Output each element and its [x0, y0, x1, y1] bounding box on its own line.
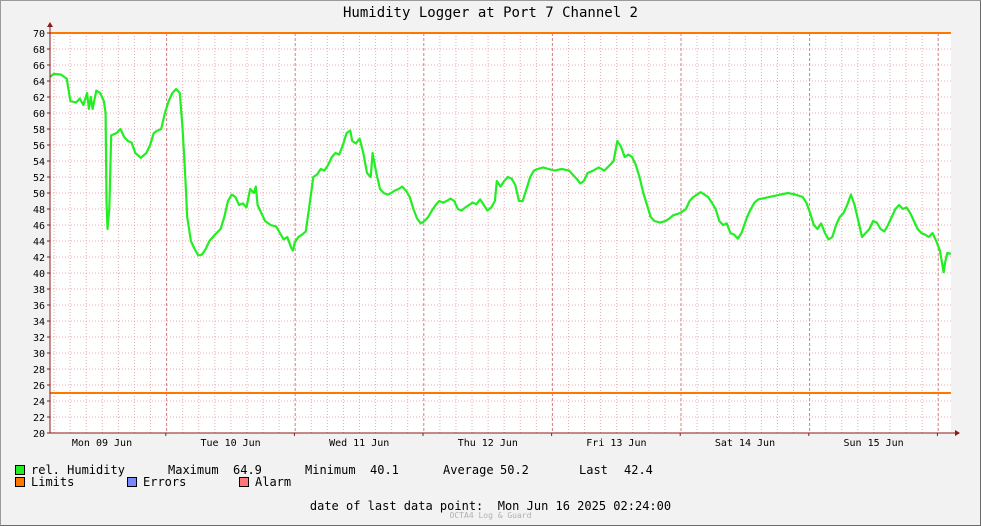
- x-tick-label: Mon 09 Jun: [72, 438, 132, 449]
- chart-title: Humidity Logger at Port 7 Channel 2: [342, 5, 638, 21]
- errors-swatch: [127, 477, 137, 487]
- stat-average-value: 50.2: [500, 463, 529, 477]
- humidity-series: [49, 72, 952, 274]
- stat-average-label: Average: [443, 463, 494, 477]
- y-tick-label: 70: [33, 29, 45, 40]
- stat-last-value: 42.4: [624, 463, 653, 477]
- watermark: OCTA4 Log & Guard: [449, 511, 532, 520]
- y-tick-label: 54: [33, 157, 45, 168]
- y-tick-label: 40: [33, 269, 45, 280]
- limits-swatch: [15, 477, 25, 487]
- axes: [47, 22, 960, 436]
- stat-minimum-label: Minimum: [305, 463, 356, 477]
- stat-maximum-label: Maximum: [168, 463, 219, 477]
- last-data-point-text: date of last data point: Mon Jun 16 2025…: [309, 499, 672, 513]
- y-tick-label: 32: [33, 333, 45, 344]
- humidity-line: [49, 72, 952, 274]
- y-tick-label: 46: [33, 221, 45, 232]
- y-tick-label: 34: [33, 317, 45, 328]
- y-tick-label: 22: [33, 413, 45, 424]
- x-tick-label: Fri 13 Jun: [586, 438, 646, 449]
- y-tick-label: 50: [33, 189, 45, 200]
- plot-area: [50, 33, 951, 433]
- y-tick-label: 28: [33, 365, 45, 376]
- y-tick-label: 30: [33, 349, 45, 360]
- y-tick-label: 60: [33, 109, 45, 120]
- x-tick-label: Wed 11 Jun: [329, 438, 389, 449]
- y-tick-label: 66: [33, 61, 45, 72]
- y-tick-label: 68: [33, 45, 45, 56]
- y-tick-label: 58: [33, 125, 45, 136]
- legend-row-alarm: Alarm: [239, 475, 291, 489]
- stat-last-label: Last: [579, 463, 608, 477]
- y-tick-label: 52: [33, 173, 45, 184]
- y-tick-label: 64: [33, 77, 45, 88]
- y-tick-labels: 20 22 24 26 28 30 32 34 36 38 40 42 44 46 48 50 52 54 56 58…: [33, 29, 45, 440]
- y-tick-label: 62: [33, 93, 45, 104]
- legend-row-errors: Errors: [127, 475, 186, 489]
- y-tick-label: 56: [33, 141, 45, 152]
- y-tick-label: 26: [33, 381, 45, 392]
- y-tick-label: 44: [33, 237, 45, 248]
- stat-minimum-value: 40.1: [370, 463, 399, 477]
- x-tick-label: Thu 12 Jun: [458, 438, 518, 449]
- legend-humidity-label: rel. Humidity: [31, 463, 125, 477]
- grid-lines: [50, 32, 951, 434]
- alarm-swatch: [239, 477, 249, 487]
- x-tick-label: Sat 14 Jun: [715, 438, 775, 449]
- humidity-swatch: [15, 465, 25, 475]
- legend-row-limits: Limits: [15, 475, 74, 489]
- y-tick-label: 42: [33, 253, 45, 264]
- x-tick-labels: Mon 09 Jun Tue 10 Jun Wed 11 Jun Thu 12 Jun…: [72, 438, 904, 449]
- stat-maximum-value: 64.9: [233, 463, 262, 477]
- x-tick-label: Sun 15 Jun: [843, 438, 903, 449]
- plot-background: [50, 33, 951, 433]
- y-tick-label: 48: [33, 205, 45, 216]
- y-tick-label: 36: [33, 301, 45, 312]
- y-tick-label: 38: [33, 285, 45, 296]
- y-tick-label: 24: [33, 397, 45, 408]
- legend-limits-label: Limits: [31, 475, 75, 489]
- y-axis-arrow: [47, 22, 53, 27]
- legend-errors-label: Errors: [143, 475, 187, 489]
- legend-alarm-label: Alarm: [255, 475, 292, 489]
- limit-lines: [50, 32, 951, 394]
- legend-row-humidity: rel. Humidity: [15, 463, 125, 477]
- humidity-chart: 20 22 24 26 28 30 32 34 36 38 40 42 44 46 48 50 52 54 56 58…: [33, 22, 960, 449]
- x-tick-label: Tue 10 Jun: [200, 438, 260, 449]
- y-tick-label: 20: [33, 429, 45, 440]
- x-axis-arrow: [955, 430, 960, 436]
